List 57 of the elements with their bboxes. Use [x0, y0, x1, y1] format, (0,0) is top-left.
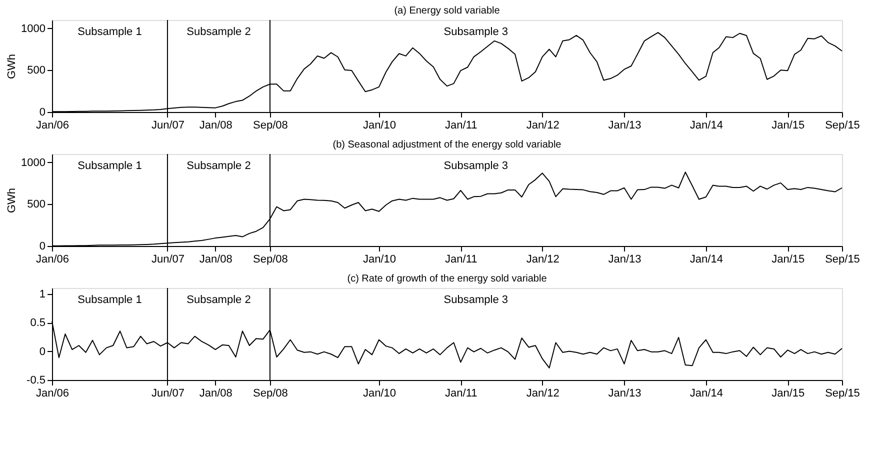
annotation: Subsample 3 [444, 26, 508, 38]
y-tick-label: 1000 [21, 156, 46, 169]
chart-title: (c) Rate of growth of the energy sold variable [347, 274, 548, 284]
x-tick-label: Jun/07 [151, 254, 184, 266]
x-tick-label: Sep/08 [253, 120, 288, 132]
x-tick-label: Jan/10 [362, 388, 396, 400]
annotation: Subsample 2 [186, 26, 251, 38]
x-tick-label: Jan/15 [772, 120, 805, 132]
annotation: Subsample 3 [444, 160, 508, 172]
x-tick-label: Jan/14 [690, 120, 723, 132]
x-tick-label: Jan/10 [362, 120, 396, 132]
y-axis-title: GWh [6, 188, 18, 214]
x-tick-label: Jan/15 [772, 388, 805, 400]
y-axis-title: GWh [6, 54, 18, 80]
annotation: Subsample 2 [186, 294, 251, 306]
x-tick-label: Jan/10 [362, 254, 396, 266]
annotation: Subsample 2 [186, 160, 251, 172]
x-tick-label: Jan/08 [199, 254, 232, 266]
x-tick-label: Jan/11 [445, 254, 478, 266]
y-tick-label: 500 [27, 198, 46, 211]
annotation: Subsample 1 [78, 26, 142, 38]
annotation: Subsample 1 [78, 294, 142, 306]
x-tick-label: Sep/15 [825, 120, 860, 132]
y-tick-label: 1 [39, 288, 46, 300]
chart-title: (b) Seasonal adjustment of the energy sold variable [332, 140, 562, 150]
x-tick-label: Sep/15 [825, 254, 860, 266]
x-tick-label: Jan/08 [199, 120, 232, 132]
x-tick-label: Jan/13 [608, 388, 642, 400]
x-tick-label: Jun/07 [151, 388, 184, 400]
x-tick-label: Jan/06 [36, 388, 70, 400]
x-tick-label: Jan/12 [526, 388, 560, 400]
y-tick-label: 1000 [21, 22, 46, 35]
x-tick-label: Jan/12 [526, 254, 560, 266]
y-tick-label: 0.5 [30, 317, 46, 329]
x-tick-label: Jun/07 [151, 120, 184, 132]
x-tick-label: Jan/11 [445, 120, 478, 132]
y-tick-label: 0 [39, 240, 46, 252]
y-tick-label: 0 [39, 106, 46, 118]
x-tick-label: Jan/06 [36, 120, 70, 132]
y-tick-label: 0 [39, 346, 46, 358]
x-tick-label: Jan/08 [199, 388, 232, 400]
annotation: Subsample 3 [444, 294, 508, 306]
x-tick-label: Jan/13 [608, 254, 642, 266]
y-tick-label: 500 [27, 64, 46, 77]
x-tick-label: Jan/13 [608, 120, 642, 132]
x-tick-label: Sep/08 [253, 388, 288, 400]
x-tick-label: Jan/12 [526, 120, 560, 132]
x-tick-label: Sep/15 [825, 388, 860, 400]
annotation: Subsample 1 [78, 160, 142, 172]
y-tick-label: -0.5 [26, 374, 46, 386]
x-tick-label: Jan/06 [36, 254, 70, 266]
x-tick-label: Jan/11 [445, 388, 478, 400]
x-tick-label: Jan/15 [772, 254, 805, 266]
x-tick-label: Sep/08 [253, 254, 288, 266]
chart-title: (a) Energy sold variable [394, 6, 500, 16]
x-tick-label: Jan/14 [690, 254, 723, 266]
x-tick-label: Jan/14 [690, 388, 723, 400]
